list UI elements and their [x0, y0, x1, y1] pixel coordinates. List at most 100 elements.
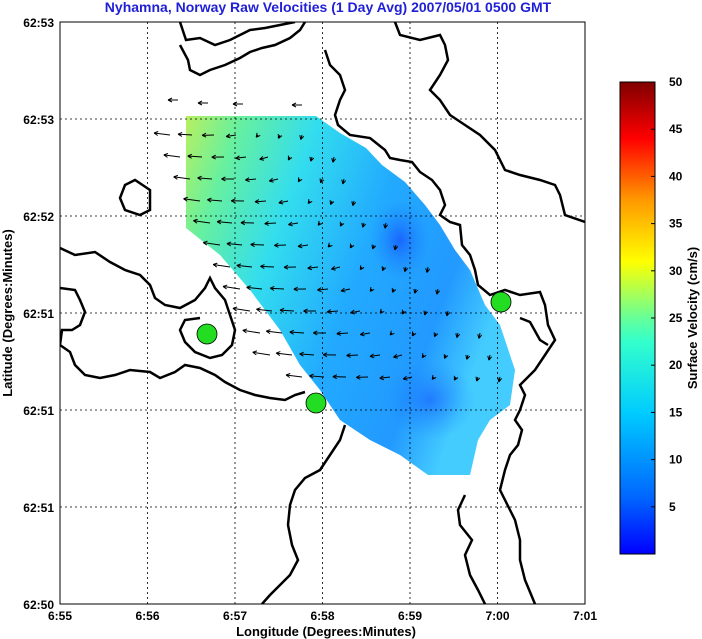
- velocity-arrow: [331, 265, 341, 271]
- velocity-arrow: [359, 331, 371, 337]
- colorbar-tick-label: 5: [669, 500, 676, 514]
- velocity-arrow: [242, 328, 261, 334]
- velocity-arrow: [254, 199, 267, 204]
- velocity-arrow: [177, 131, 193, 137]
- velocity-arrow: [269, 286, 285, 291]
- x-tick-label: 6:59: [398, 609, 422, 623]
- velocity-arrow: [351, 200, 357, 206]
- velocity-arrow: [173, 174, 191, 180]
- colorbar-tick-label: 40: [669, 169, 683, 183]
- colorbar-tick-label: 45: [669, 122, 683, 136]
- velocity-arrow: [371, 244, 377, 250]
- velocity-arrow: [421, 353, 427, 359]
- velocity-arrow: [285, 373, 303, 378]
- velocity-arrow: [313, 330, 327, 336]
- velocity-arrow: [389, 330, 395, 336]
- y-tick-label: 62:53: [23, 113, 54, 127]
- velocity-arrow: [329, 200, 335, 205]
- y-tick-label: 62:51: [23, 307, 54, 321]
- velocity-arrow: [212, 262, 231, 268]
- velocity-arrow: [230, 198, 245, 204]
- velocity-arrow: [309, 156, 315, 162]
- velocity-arrow: [322, 352, 337, 358]
- velocity-arrow: [379, 308, 385, 314]
- velocity-arrow: [211, 154, 225, 160]
- velocity-arrow: [268, 177, 279, 183]
- y-axis-ticks: 62:53 62:53 62:52 62:51 62:51 62:51 62:5…: [23, 16, 54, 612]
- velocity-arrow: [435, 288, 441, 295]
- velocity-arrow: [425, 266, 431, 273]
- velocity-arrow: [391, 287, 397, 293]
- velocity-arrow: [153, 131, 171, 136]
- slow-current-region: [370, 200, 430, 280]
- velocity-arrow: [279, 307, 295, 313]
- velocity-arrow: [340, 287, 351, 293]
- velocity-arrow: [383, 222, 389, 229]
- velocity-arrow: [278, 199, 289, 205]
- y-tick-label: 62:53: [23, 16, 54, 30]
- velocity-arrow: [291, 102, 302, 108]
- velocity-arrow: [240, 220, 255, 226]
- velocity-arrow: [401, 309, 407, 315]
- y-axis-label: Latitude (Degrees:Minutes): [0, 229, 15, 397]
- slow-current-region-south: [385, 360, 475, 440]
- velocity-arrow: [319, 178, 325, 184]
- velocity-arrow: [303, 308, 317, 314]
- velocity-arrow: [167, 97, 178, 103]
- velocity-arrow: [297, 243, 309, 249]
- velocity-arrow: [455, 332, 461, 338]
- velocity-arrow: [297, 177, 303, 183]
- velocity-arrow: [443, 354, 449, 359]
- radar-station-marker[interactable]: [490, 291, 512, 313]
- velocity-arrow: [252, 350, 271, 356]
- velocity-arrow: [207, 197, 223, 203]
- velocity-arrow: [163, 152, 181, 158]
- velocity-arrow: [326, 309, 339, 315]
- y-tick-label: 62:52: [23, 210, 54, 224]
- x-axis-label: Longitude (Degrees:Minutes): [236, 624, 416, 639]
- velocity-arrow: [403, 266, 409, 272]
- radar-station-marker[interactable]: [305, 392, 327, 414]
- velocity-arrow: [327, 242, 333, 248]
- velocity-arrow: [193, 218, 211, 224]
- velocity-arrow: [265, 329, 283, 335]
- velocity-arrow: [236, 263, 253, 269]
- velocity-arrow: [336, 331, 349, 336]
- velocity-arrow: [274, 242, 287, 248]
- velocity-arrow: [222, 284, 241, 290]
- velocity-arrow: [183, 196, 201, 202]
- velocity-arrow: [359, 265, 365, 271]
- velocity-arrow: [477, 332, 483, 339]
- radar-station-marker[interactable]: [196, 323, 218, 345]
- colorbar: [619, 81, 656, 555]
- velocity-arrow: [299, 134, 305, 140]
- velocity-arrow: [431, 374, 437, 380]
- velocity-arrow: [349, 243, 355, 249]
- velocity-arrow: [309, 373, 325, 379]
- velocity-arrow: [475, 376, 481, 382]
- velocity-arrow: [283, 264, 297, 270]
- velocity-arrow: [346, 352, 359, 358]
- velocity-arrow: [216, 219, 233, 225]
- velocity-arrow: [197, 100, 208, 106]
- velocity-arrow: [331, 156, 337, 163]
- velocity-arrow: [369, 353, 381, 359]
- velocity-arrow: [197, 175, 213, 181]
- y-tick-label: 62:51: [23, 404, 54, 418]
- velocity-arrow: [187, 153, 203, 159]
- chart-title: Nyhamna, Norway Raw Velocities (1 Day Av…: [105, 0, 552, 15]
- grid-lines: [60, 22, 585, 604]
- velocity-arrow: [445, 310, 451, 317]
- velocity-arrow: [369, 286, 375, 292]
- velocity-arrow: [465, 354, 471, 360]
- velocity-arrow: [201, 132, 215, 138]
- velocity-arrow: [235, 155, 247, 161]
- velocity-arrow: [381, 266, 387, 272]
- colorbar-label: Surface Velocity (cm/s): [685, 247, 700, 389]
- colorbar-tick-label: 50: [669, 75, 683, 89]
- colorbar-tick-label: 10: [669, 453, 683, 467]
- x-tick-label: 7:01: [573, 609, 597, 623]
- x-tick-label: 6:55: [48, 609, 72, 623]
- colorbar-tick-label: 15: [669, 405, 683, 419]
